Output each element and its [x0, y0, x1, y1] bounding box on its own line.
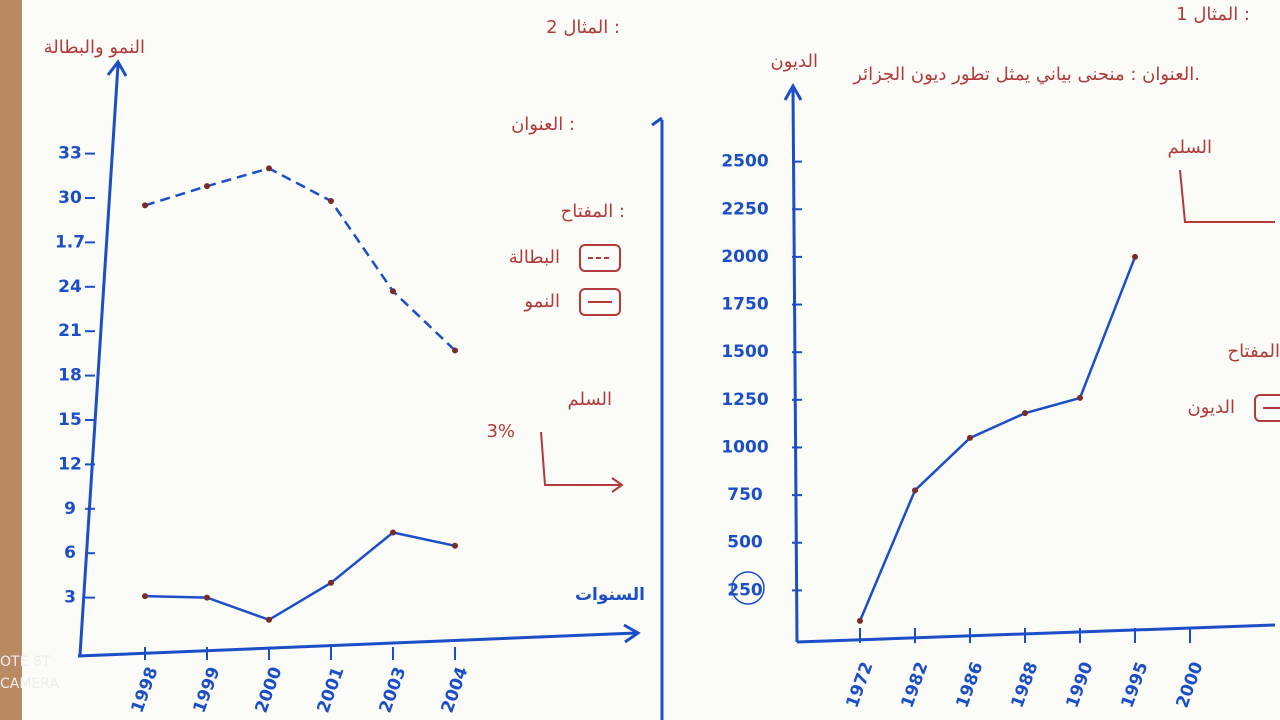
y-axis-label: النمو والبطالة: [44, 37, 145, 58]
y-tick-label: 1.7: [55, 232, 85, 252]
y-tick-label: 33: [58, 144, 82, 164]
x-axis: [796, 623, 1276, 644]
legend-title: المفتاح :: [561, 201, 625, 222]
point: [266, 616, 272, 623]
x-tick-label: 1982: [898, 659, 933, 710]
x-tick-label: 1972: [843, 659, 878, 710]
x-tick-label: 1995: [1118, 659, 1153, 710]
x-tick-label: 1990: [1063, 659, 1098, 710]
scale-arrow: [1179, 169, 1275, 223]
point: [204, 594, 210, 601]
y-tick-label: 24: [58, 277, 82, 297]
legend-swatch: [579, 288, 621, 316]
y-tick-label: 3: [64, 588, 76, 608]
x-tick-label: 1998: [128, 664, 163, 715]
chart-title: المثال 2 :: [546, 17, 620, 38]
y-tick-label: 30: [58, 188, 82, 208]
y-tick-label: 21: [58, 321, 82, 341]
divider-hook: [651, 116, 663, 127]
y-tick-label: 500: [727, 533, 763, 553]
scale-text: 3%: [486, 421, 515, 442]
point: [452, 542, 458, 549]
y-tick-label: 250: [727, 580, 763, 600]
x-tick-label: 2003: [376, 664, 411, 715]
point: [1022, 410, 1028, 417]
series-line: [858, 256, 1137, 622]
point: [390, 529, 396, 536]
point: [266, 165, 272, 172]
legend-label: الديون: [1188, 397, 1235, 418]
x-axis-label: السنوات: [575, 585, 645, 605]
y-tick-label: 2000: [721, 247, 768, 267]
y-tick-label: 12: [58, 454, 82, 474]
point: [967, 434, 973, 441]
point: [328, 197, 334, 204]
y-tick-label: 1000: [721, 437, 768, 457]
series-line: [144, 531, 456, 622]
y-tick-label: 2250: [721, 199, 768, 219]
y-tick-label: 18: [58, 366, 82, 386]
point: [857, 617, 863, 624]
y-axis-label: الديون: [771, 51, 818, 72]
watermark: OTE 8T: [0, 654, 51, 670]
y-tick-label: 9: [64, 499, 76, 519]
x-axis: [77, 623, 641, 658]
x-tick-label: 2001: [314, 664, 349, 715]
point: [390, 288, 396, 295]
scale-title: السلم: [1168, 137, 1212, 158]
y-tick-label: 2500: [721, 152, 768, 172]
chart-subtitle: العنوان : منحنى بياني يمثل تطور ديون الج…: [852, 64, 1200, 85]
y-tick-label: 15: [58, 410, 82, 430]
point: [452, 347, 458, 354]
legend-label: النمو: [523, 291, 560, 312]
legend-title: المفتاح: [1227, 341, 1280, 362]
x-tick-label: 1986: [953, 659, 988, 710]
legend-swatch: [1254, 394, 1280, 422]
y-tick-label: 1250: [721, 390, 768, 410]
y-axis: [783, 82, 803, 643]
series-line: [144, 167, 456, 352]
x-tick-label: 2000: [252, 664, 287, 715]
point: [328, 579, 334, 586]
point: [204, 183, 210, 190]
point: [912, 487, 918, 494]
point: [1132, 253, 1138, 260]
x-tick-label: 2000: [1173, 659, 1208, 710]
point: [142, 202, 148, 209]
y-axis: [78, 59, 128, 656]
point: [142, 593, 148, 600]
scale-arrow: [540, 431, 624, 493]
y-tick-label: 750: [727, 485, 763, 505]
x-tick-label: 1999: [190, 664, 225, 715]
chart-title: المثال 1 :: [1176, 4, 1250, 25]
x-tick-label: 1988: [1008, 659, 1043, 710]
chart-subtitle: العنوان :: [511, 114, 575, 135]
legend-label: البطالة: [509, 247, 560, 268]
circle-mark: [731, 571, 765, 605]
legend-swatch: [579, 244, 621, 272]
y-tick-label: 1750: [721, 295, 768, 315]
paper-edge: [0, 0, 22, 720]
x-tick-label: 2004: [438, 664, 473, 715]
scale-title: السلم: [568, 389, 612, 410]
watermark: CAMERA: [0, 676, 59, 692]
y-tick-label: 6: [64, 543, 76, 563]
point: [1077, 394, 1083, 401]
y-tick-label: 1500: [721, 342, 768, 362]
